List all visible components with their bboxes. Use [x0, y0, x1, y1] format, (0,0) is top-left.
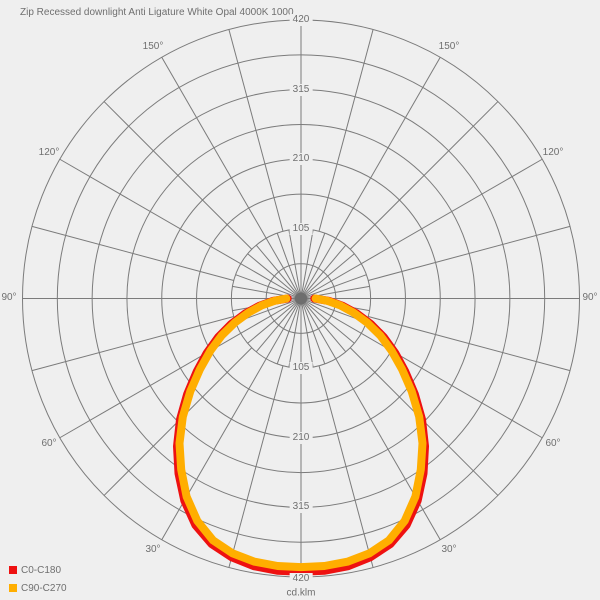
radial-tick-bottom-420: 420: [289, 573, 313, 585]
center-dot: [295, 292, 307, 305]
grid-spoke-inner: [300, 263, 362, 299]
grid-spoke-inner: [300, 298, 355, 344]
grid-spoke-inner: [240, 263, 302, 299]
legend-swatch-c90-c270: [9, 584, 17, 592]
grid-spoke-inner: [300, 244, 347, 299]
angle-label-left-120: 120°: [38, 147, 60, 158]
grid-spoke-outer: [368, 225, 571, 281]
angle-label-left-30: 30°: [145, 544, 161, 555]
grid-spoke-outer: [161, 358, 267, 540]
grid-spoke-inner: [300, 253, 355, 299]
grid-spoke-outer: [349, 101, 499, 250]
grid-spoke-inner: [235, 274, 302, 299]
grid-spoke-outer: [228, 29, 284, 232]
radial-tick-top-210: 210: [289, 153, 313, 166]
grid-spoke-inner: [276, 298, 302, 365]
angle-label-left-150: 150°: [142, 41, 164, 52]
radial-tick-bottom-315: 315: [289, 501, 313, 514]
grid-spoke-outer: [335, 358, 441, 540]
radial-tick-top-105: 105: [289, 222, 313, 235]
angle-label-right-150: 150°: [438, 41, 460, 52]
grid-spoke-inner: [265, 298, 302, 360]
grid-spoke-outer: [31, 316, 234, 372]
grid-spoke-inner: [300, 237, 337, 299]
radial-tick-bottom-105: 105: [289, 362, 313, 375]
grid-spoke-inner: [300, 274, 367, 299]
grid-spoke-outer: [228, 365, 284, 568]
grid-spoke-outer: [361, 158, 543, 265]
grid-spoke-outer: [59, 158, 241, 265]
grid-spoke-inner: [288, 229, 302, 299]
grid-spoke-inner: [300, 298, 326, 365]
grid-spoke-inner: [300, 232, 326, 299]
grid-spoke-outer: [31, 225, 234, 281]
unit-label: cd.klm: [286, 587, 316, 599]
grid-spoke-inner: [240, 298, 302, 334]
grid-spoke-inner: [276, 232, 302, 299]
grid-spoke-outer: [318, 365, 374, 568]
legend-swatch-c0-c180: [9, 566, 17, 574]
legend-item-c0-c180: C0-C180: [9, 561, 67, 579]
grid-spoke-outer: [161, 57, 267, 239]
legend-label-c90-c270: C90-C270: [21, 582, 67, 594]
angle-label-right-90: 90°: [582, 292, 598, 303]
grid-spoke-outer: [318, 29, 374, 232]
angle-label-left-90: 90°: [1, 292, 17, 303]
angle-label-right-60: 60°: [545, 438, 561, 449]
legend: C0-C180 C90-C270: [9, 561, 67, 597]
angle-label-right-120: 120°: [542, 147, 564, 158]
grid-spoke-inner: [300, 298, 314, 368]
grid-spoke-inner: [300, 298, 337, 360]
radial-tick-top-420: 420: [289, 14, 313, 26]
grid-spoke-inner: [247, 298, 302, 344]
grid-spoke-inner: [265, 237, 302, 299]
curve-c90-c270: [175, 294, 427, 572]
grid-spoke-outer: [368, 316, 571, 372]
angle-label-right-30: 30°: [441, 544, 457, 555]
radial-tick-top-315: 315: [289, 83, 313, 96]
angle-label-left-60: 60°: [41, 438, 57, 449]
grid-spoke-inner: [300, 298, 347, 353]
grid-spoke-outer: [335, 57, 441, 239]
grid-spoke-inner: [300, 298, 362, 334]
grid-spoke-inner: [300, 229, 314, 299]
grid-spoke-outer: [103, 101, 253, 250]
grid-spoke-inner: [255, 298, 302, 353]
grid-spoke-inner: [288, 298, 302, 368]
grid-spoke-inner: [247, 253, 302, 299]
grid-spoke-inner: [255, 244, 302, 299]
chart-title: Zip Recessed downlight Anti Ligature Whi…: [20, 7, 294, 18]
legend-label-c0-c180: C0-C180: [21, 564, 62, 576]
radial-tick-bottom-210: 210: [289, 431, 313, 444]
legend-item-c90-c270: C90-C270: [9, 579, 67, 597]
